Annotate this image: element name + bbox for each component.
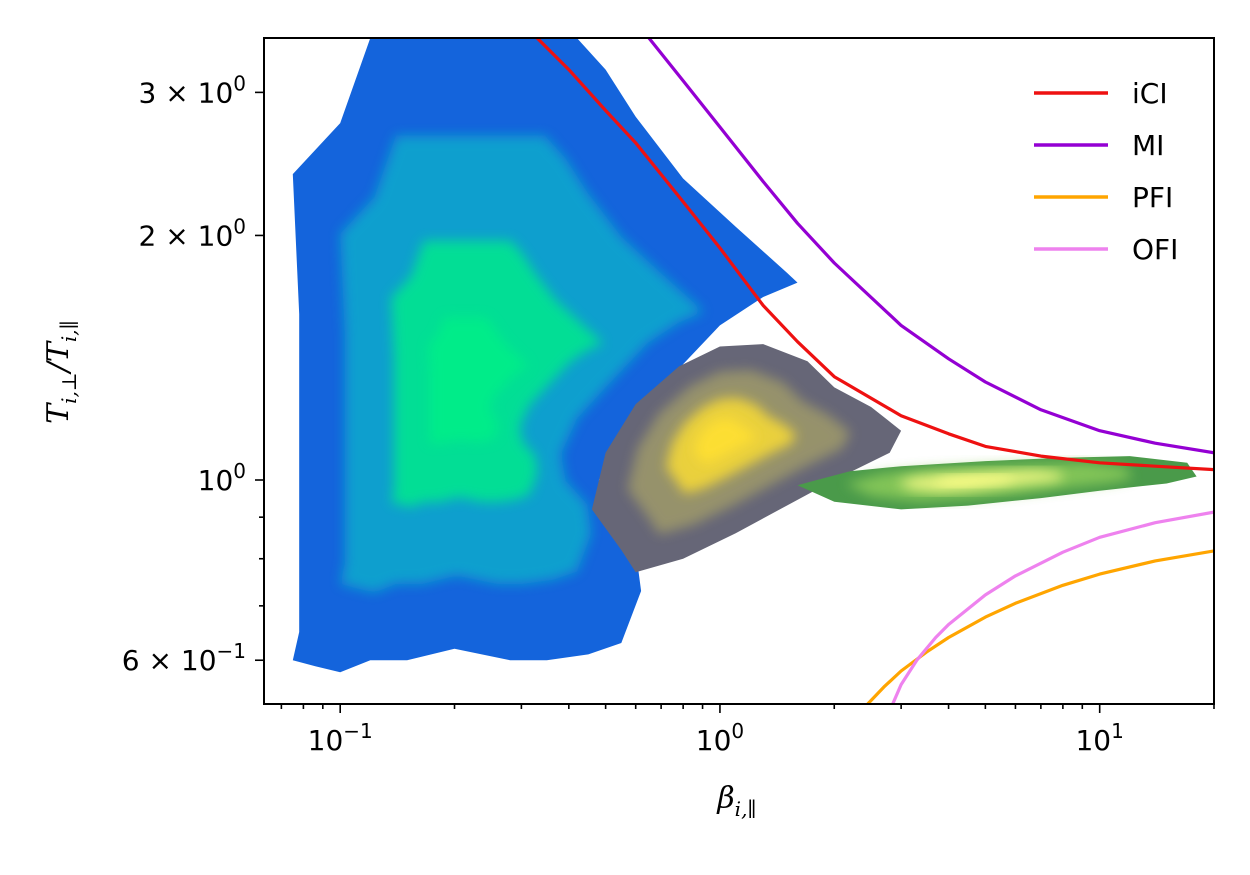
y-tick-label: 100 [198,459,246,497]
legend-label: PFI [1132,181,1173,214]
series-line-MI [647,38,1214,455]
legend-item-PFI: PFI [1034,181,1173,214]
plot-frame [263,37,1215,705]
series-line-OFI [891,510,1214,704]
legend-item-MI: MI [1034,129,1164,162]
legend-item-iCI: iCI [1034,77,1168,110]
density-cloud-3 [797,456,1197,510]
density-level-3 [694,418,757,464]
density-level-3 [933,475,1014,486]
density-cloud-2 [591,344,902,573]
legend: iCI MI PFI OFI [1034,77,1178,266]
density-cloud-1 [292,38,798,673]
density-level-3 [428,317,530,445]
y-tick-label: 6 × 10−1 [122,639,246,677]
y-axis: 6 × 10−1 100 2 × 100 3 × 100 [122,71,264,677]
density-layer [292,38,1197,673]
y-tick-label: 3 × 100 [139,71,246,109]
instability-thresholds [535,38,1214,704]
series-line-PFI [866,549,1214,704]
legend-label: iCI [1132,77,1168,110]
series-line-iCI [535,38,1214,472]
y-tick-label: 2 × 100 [139,214,246,252]
y-axis-label: Ti,⊥/Ti,∥ [41,320,81,424]
legend-label: OFI [1132,233,1178,266]
x-axis: 10−1 100 101 [280,704,1215,757]
legend-label: MI [1132,129,1164,162]
x-axis-label: βi,∥ [716,781,756,821]
x-tick-label: 10−1 [308,719,373,757]
x-tick-label: 101 [1075,719,1123,757]
legend-item-OFI: OFI [1034,233,1178,266]
x-tick-label: 100 [696,719,744,757]
